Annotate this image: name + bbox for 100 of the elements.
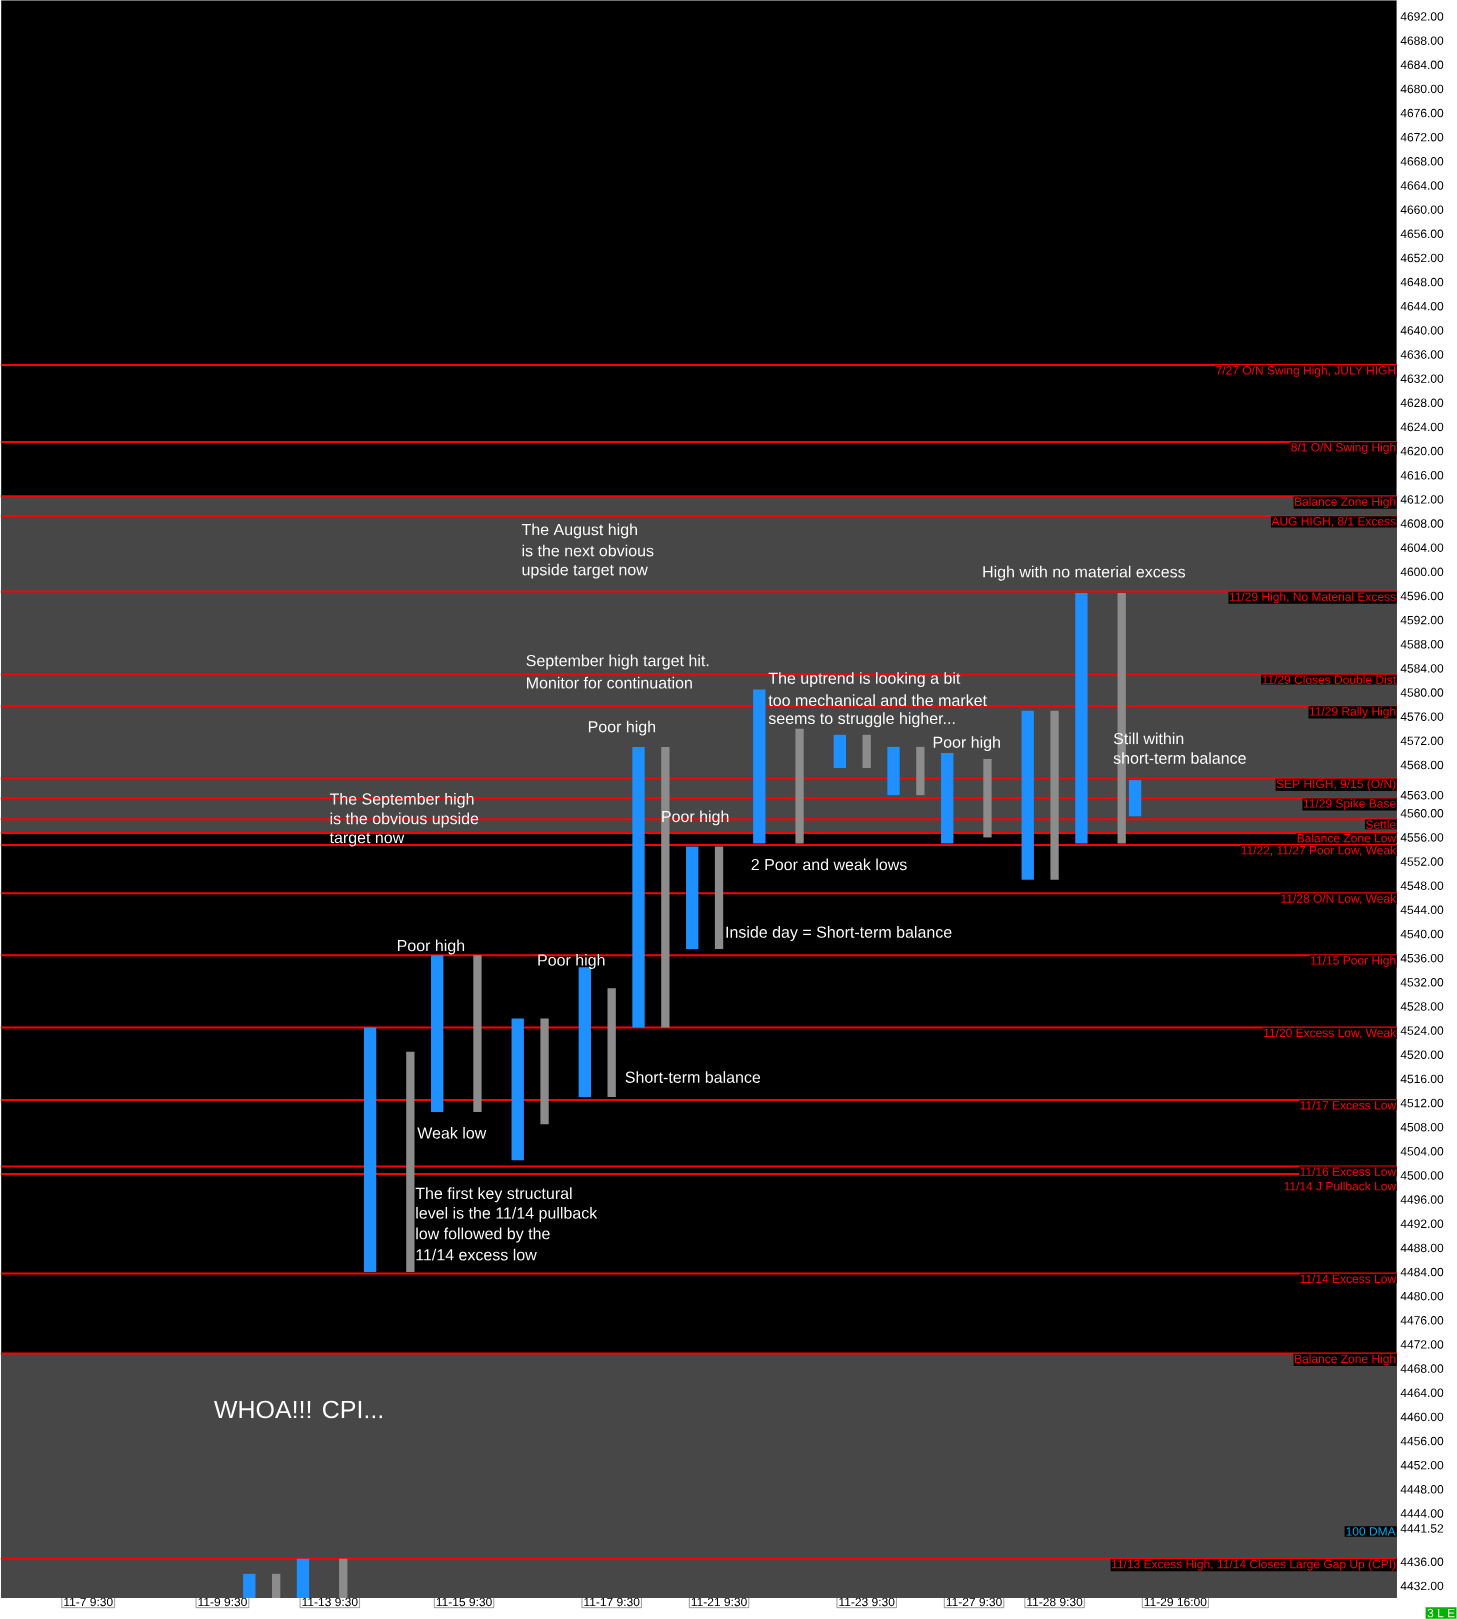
y-tick-label: 4528.00 — [1400, 1002, 1444, 1011]
annotation: WHOA!!! CPI... — [214, 1400, 383, 1419]
y-tick-label: 4548.00 — [1400, 881, 1444, 890]
annotation: Weak low — [417, 1126, 487, 1139]
x-tick-label: 11-21 9:30 — [691, 1597, 747, 1607]
y-tick-label: 4580.00 — [1400, 688, 1444, 697]
x-tick-label: 11-13 9:30 — [302, 1597, 358, 1607]
y-tick-label: 4568.00 — [1400, 760, 1444, 770]
y-tick-label: 4636.00 — [1400, 350, 1444, 359]
y-tick-label: 4648.00 — [1400, 277, 1444, 287]
bar — [540, 1018, 549, 1125]
annotation: 100 DMA — [1346, 1527, 1396, 1536]
ref-line-label: Balance Zone Low — [1297, 833, 1397, 843]
ref-line-label: 11/15 Poor High — [1311, 955, 1396, 968]
ref-line-label: 11/16 Excess Low — [1300, 1167, 1397, 1176]
x-tick-label: 11-23 9:30 — [839, 1597, 895, 1607]
bar — [243, 1573, 256, 1598]
annotation: is the next obvious — [522, 544, 654, 557]
annotation: September high target hit. — [526, 654, 709, 670]
annotation: Poor high — [398, 939, 465, 955]
y-tick-label: 4448.00 — [1400, 1485, 1444, 1494]
bar — [431, 955, 444, 1113]
y-tick-label: 4552.00 — [1400, 857, 1444, 866]
y-tick-label: 4588.00 — [1400, 640, 1444, 649]
x-tick-label: 11-29 16:00 — [1144, 1597, 1207, 1607]
y-tick-label: 4572.00 — [1400, 736, 1444, 746]
annotation: level is the 11/14 pullback — [416, 1206, 598, 1222]
y-tick-label: 4604.00 — [1400, 543, 1444, 552]
y-tick-label: 4544.00 — [1400, 905, 1444, 915]
annotation: 2 Poor and weak lows — [751, 858, 907, 871]
ref-line-label: 11/29 Spike Base — [1303, 798, 1396, 811]
y-tick-label: 4512.00 — [1400, 1098, 1444, 1108]
y-tick-label: 4468.00 — [1400, 1364, 1444, 1373]
ref-line-label: 7/27 O/N Swing High, JULY HIGH — [1216, 365, 1396, 377]
annotation: too mechanical and the market — [768, 694, 987, 707]
y-tick-label: 4692.00 — [1400, 12, 1444, 21]
bar — [607, 988, 616, 1097]
y-tick-label: 4480.00 — [1400, 1291, 1444, 1301]
y-tick-label: 4680.00 — [1400, 84, 1444, 94]
bar — [364, 1027, 377, 1273]
y-tick-label: 4536.00 — [1400, 953, 1444, 963]
ref-line-label: 8/1 O/N Swing High — [1291, 442, 1396, 454]
y-tick-label: 4676.00 — [1400, 108, 1444, 118]
annotation: upside target now — [522, 563, 648, 579]
bar — [795, 728, 804, 844]
bar — [272, 1573, 281, 1598]
bar — [511, 1018, 524, 1161]
ref-line-label: 11/29 Closes Double Dist — [1262, 675, 1397, 684]
annotation: Poor high — [589, 720, 656, 736]
y-tick-label: 4664.00 — [1400, 181, 1444, 190]
y-tick-label: 4672.00 — [1400, 132, 1444, 142]
x-tick-label: 11-7 9:30 — [64, 1597, 113, 1607]
y-tick-label: 4500.00 — [1400, 1171, 1444, 1180]
bar — [862, 734, 871, 769]
bar — [753, 689, 766, 844]
x-tick-label: 11-28 9:30 — [1027, 1597, 1083, 1607]
y-tick-label: 4556.00 — [1400, 833, 1444, 842]
y-tick-label: 4460.00 — [1400, 1412, 1444, 1422]
ref-line-label: Balance Zone High — [1295, 497, 1396, 509]
annotation: Still within — [1113, 732, 1184, 745]
annotation: Monitor for continuation — [527, 676, 692, 689]
ref-line-label: 11/29 Rally High — [1309, 706, 1396, 719]
bar — [887, 746, 900, 796]
annotation: Short-term balance — [625, 1071, 761, 1083]
bar — [1021, 710, 1034, 880]
y-tick-label: 4608.00 — [1400, 519, 1444, 528]
bar — [833, 734, 847, 769]
bar — [916, 746, 925, 796]
annotation: short-term balance — [1113, 752, 1246, 764]
ref-line-label: AUG HIGH, 8/1 Excess — [1271, 516, 1396, 527]
bar — [686, 846, 699, 950]
y-tick-label: 4596.00 — [1400, 591, 1444, 601]
ref-line-label: 11/14 J Pullback Low — [1284, 1181, 1397, 1191]
annotation: The first key structural — [415, 1187, 572, 1203]
bar — [406, 1051, 415, 1273]
ref-line-label: 11/17 Excess Low — [1300, 1100, 1397, 1110]
y-tick-label: 4524.00 — [1400, 1026, 1444, 1035]
bar — [473, 955, 482, 1113]
y-tick-label: 4628.00 — [1400, 398, 1444, 408]
annotation: Poor high — [538, 954, 605, 969]
ref-line-label: 11/22, 11/27 Poor Low, Weak — [1241, 845, 1397, 856]
annotation: High with no material excess — [983, 565, 1186, 581]
y-tick-label: 4516.00 — [1400, 1074, 1444, 1084]
y-tick-label: 4584.00 — [1400, 664, 1444, 673]
y-tick-label: 4432.00 — [1400, 1581, 1444, 1591]
y-tick-label: 4612.00 — [1400, 495, 1444, 504]
y-tick-label: 4492.00 — [1400, 1219, 1444, 1228]
y-tick-label: 4436.00 — [1400, 1557, 1444, 1567]
ref-line-label: Balance Zone High — [1295, 1354, 1396, 1366]
x-tick-label: 11-17 9:30 — [584, 1597, 640, 1607]
annotation: The uptrend is looking a bit — [768, 672, 961, 688]
ref-line-label: 11/14 Excess Low — [1300, 1274, 1397, 1284]
y-tick-label: 4532.00 — [1400, 978, 1444, 987]
y-tick-label: 4624.00 — [1400, 422, 1444, 432]
y-tick-label: 4592.00 — [1400, 615, 1444, 625]
annotation: 11/14 excess low — [416, 1248, 537, 1261]
bar — [339, 1558, 348, 1598]
ref-line-label: SEP HIGH, 9/15 (O/N) — [1276, 779, 1396, 791]
ref-line-label: Settle — [1366, 820, 1396, 829]
ref-line-label: 11/29 High, No Material Excess — [1229, 592, 1396, 604]
